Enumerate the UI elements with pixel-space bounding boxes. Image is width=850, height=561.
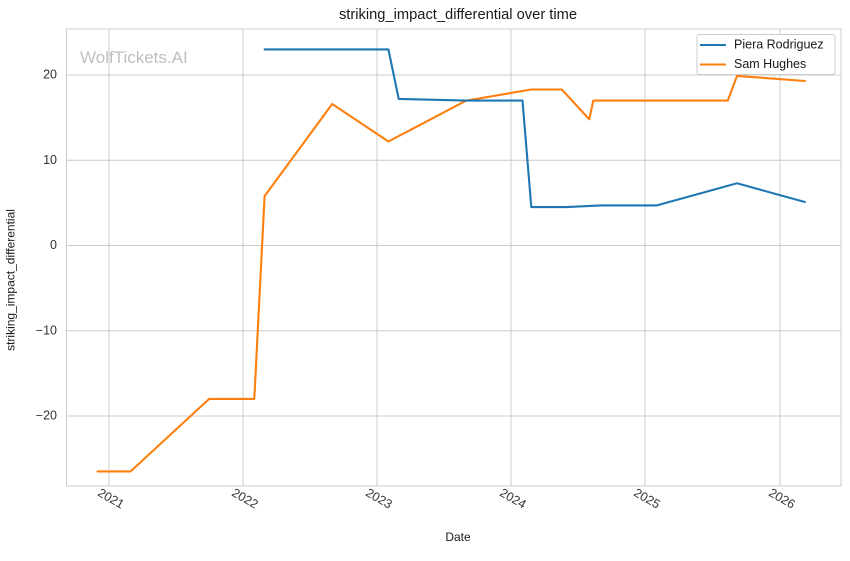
svg-text:0: 0 [50, 238, 57, 252]
svg-text:Date: Date [445, 530, 471, 544]
svg-text:Sam Hughes: Sam Hughes [734, 57, 806, 71]
svg-text:striking_impact_differential: striking_impact_differential [4, 209, 18, 351]
svg-text:20: 20 [43, 68, 57, 82]
svg-text:striking_impact_differential o: striking_impact_differential over time [339, 7, 577, 23]
svg-text:Piera Rodriguez: Piera Rodriguez [734, 38, 824, 52]
svg-text:−20: −20 [36, 409, 57, 423]
svg-text:WolfTickets.AI: WolfTickets.AI [80, 48, 188, 67]
svg-text:10: 10 [43, 153, 57, 167]
svg-text:−10: −10 [36, 323, 57, 337]
